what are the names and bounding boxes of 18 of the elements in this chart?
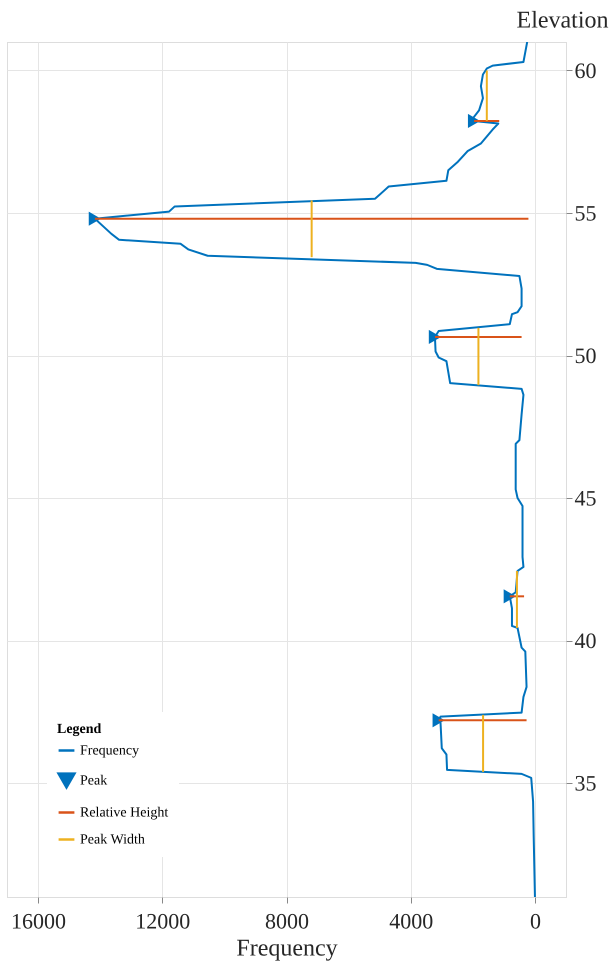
y-axis-title: Elevation (516, 8, 608, 34)
legend-label: Frequency (80, 744, 140, 758)
y-tick-label: 45 (574, 486, 596, 510)
y-tick-label: 50 (574, 343, 596, 368)
x-tick-label: 12000 (135, 908, 190, 934)
x-tick-label: 0 (530, 908, 541, 934)
y-tick-label: 35 (574, 770, 596, 796)
legend-label: Peak (80, 774, 108, 788)
y-tick-label: 60 (574, 58, 596, 83)
legend-label: Peak Width (80, 832, 145, 848)
legend-title: Legend (57, 722, 102, 737)
legend-label: Relative Height (80, 806, 168, 820)
x-tick-label: 16000 (11, 908, 66, 934)
x-tick-label: 8000 (265, 908, 309, 934)
y-tick-label: 55 (574, 200, 596, 226)
x-axis-title: Frequency (236, 936, 338, 962)
y-tick-label: 40 (574, 628, 596, 653)
x-tick-label: 4000 (389, 908, 434, 934)
